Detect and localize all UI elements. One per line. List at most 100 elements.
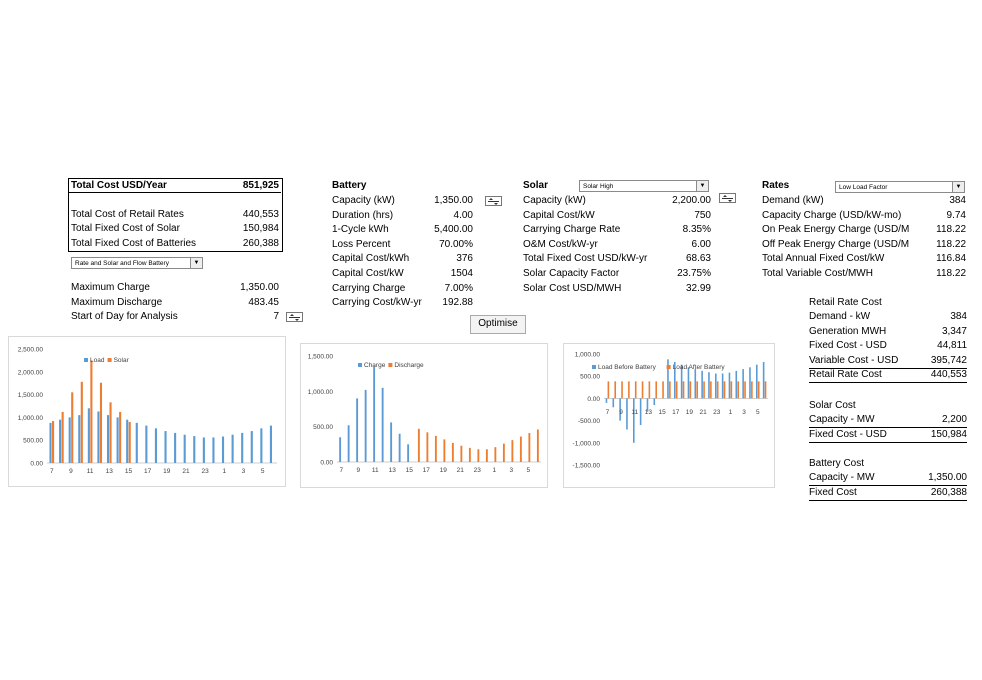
- bar-solar: [109, 402, 112, 463]
- y-tick-label: -500.00: [578, 418, 600, 425]
- bar-load-after-battery: [751, 381, 753, 399]
- chevron-down-icon: ▼: [190, 258, 202, 268]
- bar-load-before-battery: [687, 367, 690, 399]
- bar-load-after-battery: [710, 381, 712, 399]
- y-tick-label: -1,000.00: [573, 440, 601, 447]
- bar-discharge: [451, 442, 454, 462]
- solar-dropdown[interactable]: Solar High ▼: [579, 180, 709, 192]
- bar-load-after-battery: [634, 381, 637, 399]
- x-tick-label: 13: [389, 467, 397, 474]
- start-day-spinner[interactable]: [286, 312, 303, 322]
- solar-block: Solar Capacity (kW) 2,200.00 Capital Cost/…: [523, 179, 711, 299]
- battery-cost-title: Battery Cost: [809, 458, 865, 469]
- bar-solar: [128, 421, 131, 463]
- bar-load-before-battery: [626, 398, 628, 430]
- x-tick-label: 1: [222, 468, 226, 475]
- bar-charge: [339, 437, 342, 462]
- table-row: Retail Rate Cost 440,553: [809, 368, 967, 384]
- load-battery-chart: -1,500.00 -1,000.00 -500.00 0.00 500.00 1,000…: [563, 343, 775, 488]
- bar-charge: [381, 387, 384, 462]
- load-solar-chart-svg: 0.00 500.00 1,000.00 1,500.00 2,000.00 2,500.…: [18, 347, 277, 475]
- table-row: Capacity - MW 2,200: [809, 413, 967, 428]
- bar-load-before-battery: [749, 367, 751, 399]
- row-label: Fixed Cost: [809, 486, 857, 498]
- row-label: Loss Percent: [332, 238, 391, 250]
- table-row: Duration (hrs) 4.00: [332, 209, 473, 223]
- bar-discharge: [511, 440, 514, 462]
- row-value: 9.74: [946, 209, 966, 221]
- bar-solar: [119, 411, 122, 463]
- table-row: Loss Percent 70.00%: [332, 238, 473, 252]
- bar-discharge: [434, 435, 437, 462]
- row-value: 3,347: [941, 325, 967, 337]
- total-cost-label: Total Cost USD/Year: [71, 180, 167, 191]
- table-row: O&M Cost/kW-yr 6.00: [523, 238, 711, 252]
- x-tick-label: 17: [423, 467, 431, 474]
- x-tick-label: 9: [619, 409, 623, 416]
- row-value: 2,200: [941, 414, 967, 425]
- solar-capacity-spinner[interactable]: [719, 193, 736, 203]
- bar-load-after-battery: [716, 381, 719, 399]
- table-row: Total Fixed Cost USD/kW-yr 68.63: [523, 252, 711, 266]
- x-tick-label: 3: [242, 468, 246, 475]
- bar-discharge: [502, 443, 505, 462]
- bar-charge: [356, 398, 359, 462]
- row-value: 44,811: [937, 340, 967, 352]
- row-value: 750: [694, 209, 711, 221]
- row-label: Off Peak Energy Charge (USD/M: [762, 238, 910, 250]
- row-value: 150,984: [930, 428, 967, 440]
- x-tick-label: 15: [658, 409, 666, 416]
- start-day-row: Start of Day for Analysis 7: [71, 311, 279, 322]
- solar-title: Solar: [523, 180, 549, 191]
- row-label: Capacity (kW): [332, 195, 395, 206]
- row-label: Solar Capacity Factor: [523, 268, 620, 279]
- table-row: 1-Cycle kWh 5,400.00: [332, 223, 473, 237]
- x-tick-label: 23: [202, 468, 210, 475]
- table-row: On Peak Energy Charge (USD/M 118.22: [762, 223, 966, 237]
- bar-load: [59, 419, 62, 463]
- x-tick-label: 13: [106, 468, 114, 475]
- solar-cost-title: Solar Cost: [809, 400, 856, 411]
- y-tick-label: 500.00: [23, 438, 43, 445]
- row-label: Generation MWH: [809, 325, 887, 337]
- rates-dropdown[interactable]: Low Load Factor ▼: [835, 181, 965, 193]
- table-row: Capacity - MW 1,350.00: [809, 471, 967, 486]
- optimise-button[interactable]: Optimise: [470, 315, 526, 334]
- x-tick-label: 21: [457, 467, 465, 474]
- row-label: Total Fixed Cost USD/kW-yr: [523, 253, 648, 265]
- x-tick-label: 23: [713, 409, 721, 416]
- x-tick-label: 1: [729, 409, 733, 416]
- row-label: Fixed Cost - USD: [809, 340, 887, 352]
- x-tick-label: 17: [144, 468, 152, 475]
- scenario-dropdown[interactable]: Rate and Solar and Flow Battery ▼: [71, 257, 203, 269]
- row-value: 1,350.00: [434, 195, 473, 206]
- y-tick-label: 1,500.00: [18, 392, 44, 399]
- summary-row: Total Fixed Cost of Solar 150,984: [71, 223, 279, 234]
- table-row: Generation MWH 3,347: [809, 325, 967, 339]
- row-value: 384: [949, 195, 966, 206]
- x-tick-label: 21: [182, 468, 190, 475]
- bar-load-before-battery: [667, 359, 669, 399]
- battery-capacity-spinner[interactable]: [485, 196, 502, 206]
- bar-load-before-battery: [721, 373, 724, 399]
- row-label: 1-Cycle kWh: [332, 224, 389, 236]
- load-solar-chart: 0.00 500.00 1,000.00 1,500.00 2,000.00 2,500.…: [8, 336, 286, 487]
- row-label: Capacity - MW: [809, 472, 875, 483]
- bar-load-before-battery: [639, 398, 642, 426]
- bar-discharge: [468, 447, 471, 462]
- legend-swatch: [107, 358, 112, 362]
- x-tick-label: 15: [125, 468, 133, 475]
- bar-discharge: [485, 449, 488, 462]
- bar-load-after-battery: [655, 381, 658, 399]
- table-row: Solar Capacity Factor 23.75%: [523, 267, 711, 281]
- x-tick-label: 21: [699, 409, 707, 416]
- bar-load: [49, 422, 52, 463]
- table-row: Capital Cost/kW 1504: [332, 267, 473, 281]
- bar-charge: [347, 425, 350, 462]
- row-value: 4.00: [453, 209, 473, 221]
- row-value: 118.22: [936, 268, 966, 279]
- bar-load-after-battery: [696, 381, 699, 399]
- chevron-down-icon: ▼: [952, 182, 964, 192]
- bar-load-after-battery: [730, 381, 733, 399]
- x-tick-label: 1: [492, 467, 496, 474]
